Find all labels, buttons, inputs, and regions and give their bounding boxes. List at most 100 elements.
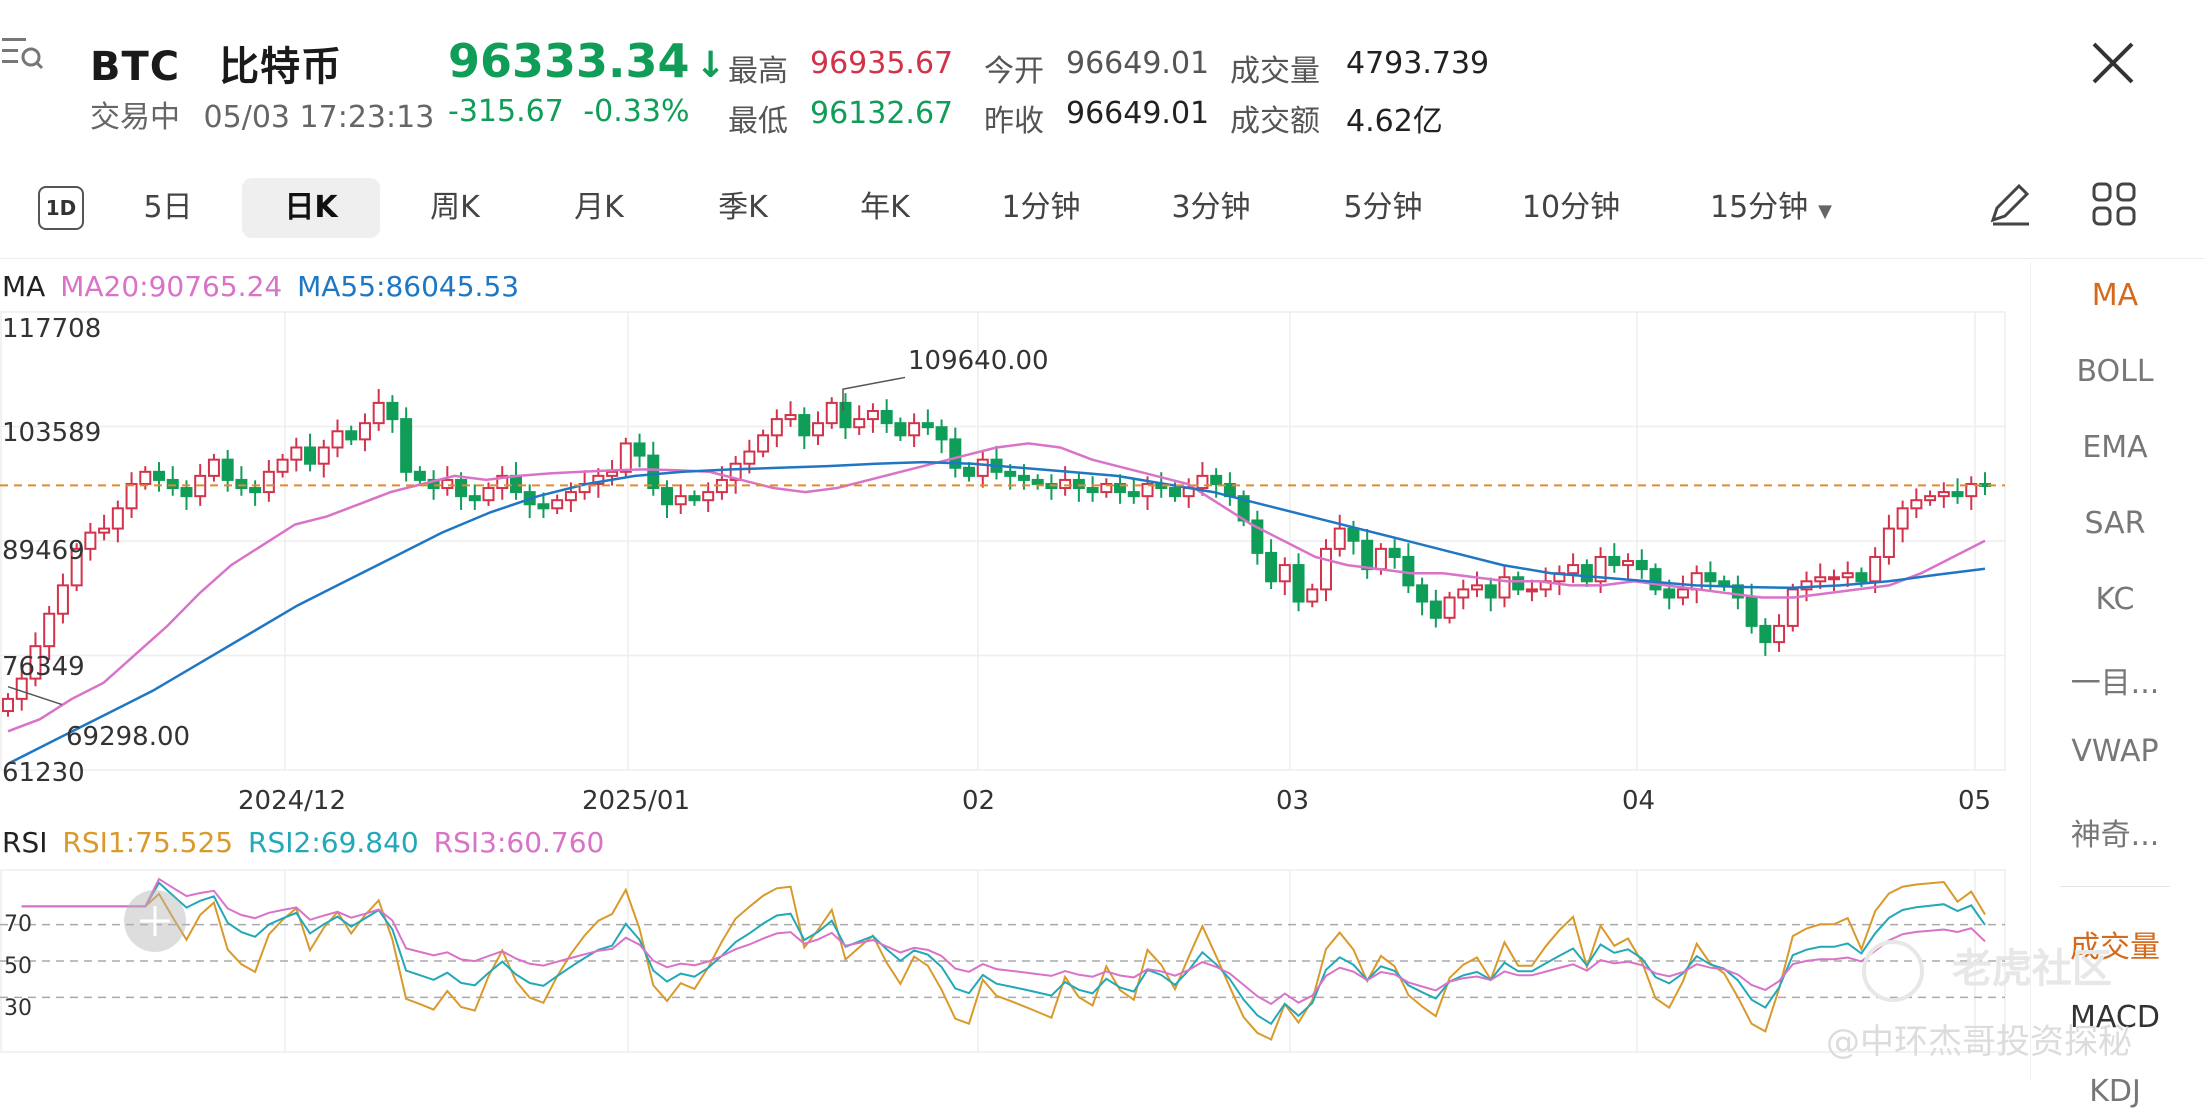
candle-body: [798, 414, 811, 437]
sub-indicator-macd[interactable]: MACD: [2070, 1000, 2160, 1035]
candle-body: [935, 426, 948, 441]
arrow-down-icon: ↓: [695, 45, 726, 86]
watermark-logo-icon: [1862, 940, 1924, 1002]
indicator-vwap[interactable]: VWAP: [2071, 734, 2159, 769]
caret-down-icon: ▼: [1818, 201, 1833, 222]
candle-body: [1017, 474, 1030, 481]
candle-body: [1869, 555, 1882, 583]
candle-body: [894, 422, 907, 437]
candle-body: [674, 495, 687, 506]
candle-body: [812, 422, 825, 437]
tab-monthly-k[interactable]: 月K: [574, 190, 624, 225]
tab-weekly-k[interactable]: 周K: [430, 190, 480, 225]
candle-body: [1429, 600, 1442, 619]
indicator-ema[interactable]: EMA: [2082, 430, 2148, 465]
turnover-value: 4.62亿: [1346, 104, 1443, 139]
candle-body: [1443, 596, 1456, 619]
open-value: 96649.01: [1066, 46, 1210, 81]
tab-10min[interactable]: 10分钟: [1521, 190, 1621, 225]
candle-body: [1416, 584, 1429, 603]
draw-pencil-icon[interactable]: [1985, 180, 2033, 228]
change-pct: -0.33%: [583, 94, 690, 129]
tab-yearly-k[interactable]: 年K: [860, 190, 910, 225]
rsi2-legend: RSI2:69.840: [248, 826, 419, 859]
tab-daily-k[interactable]: 日K: [242, 178, 380, 238]
tab-quarterly-k[interactable]: 季K: [718, 190, 768, 225]
open-label: 今开: [984, 54, 1044, 89]
low-label: 最低: [728, 104, 788, 139]
tab-15min[interactable]: 15分钟 ▼: [1709, 190, 1833, 225]
candle-body: [1841, 572, 1854, 579]
indicator-ma[interactable]: MA: [2091, 278, 2139, 313]
close-icon[interactable]: [2090, 40, 2136, 86]
candle-body: [1663, 588, 1676, 599]
candle-body: [413, 470, 426, 481]
candle-body: [29, 645, 42, 680]
y-label-2: 103589: [2, 418, 102, 448]
candle-body: [1361, 539, 1374, 571]
y-label-5: 61230: [2, 758, 85, 788]
sub-indicator-kdj[interactable]: KDJ: [2089, 1074, 2141, 1109]
indicator-magic[interactable]: 神奇...: [2070, 818, 2160, 853]
tab-5day[interactable]: 5日: [143, 190, 193, 225]
candle-body: [262, 470, 275, 494]
tab-1d[interactable]: 1D: [38, 186, 84, 230]
grid-layout-icon[interactable]: [2090, 180, 2138, 228]
candle-body: [537, 503, 550, 510]
candle-body: [386, 401, 399, 421]
y-label-4: 76349: [2, 652, 85, 682]
candle-body: [1059, 478, 1072, 490]
rsi-chart[interactable]: [0, 868, 2015, 1054]
candle-body: [207, 458, 220, 477]
candle-body: [2, 697, 14, 713]
candle-body: [1924, 495, 1937, 502]
tab-1min[interactable]: 1分钟: [1001, 190, 1081, 225]
rsi-label-70: 70: [4, 912, 32, 937]
turnover-label: 成交额: [1230, 104, 1320, 139]
candle-body: [496, 474, 509, 490]
indicator-kc[interactable]: KC: [2095, 582, 2135, 617]
tab-5min[interactable]: 5分钟: [1343, 190, 1423, 225]
candle-body: [1100, 482, 1113, 494]
current-price: 96333.34 ↓: [448, 34, 726, 88]
candle-body: [1498, 576, 1511, 599]
candle-body: [743, 450, 756, 465]
rsi-legend[interactable]: RSI RSI1:75.525 RSI2:69.840 RSI3:60.760: [2, 826, 604, 859]
trading-status-line: 交易中 05/03 17:23:13: [90, 92, 434, 136]
crosshair-plus-button[interactable]: [124, 890, 186, 952]
ma-legend[interactable]: MA MA20:90765.24 MA55:86045.53: [2, 270, 519, 303]
indicator-boll[interactable]: BOLL: [2076, 354, 2154, 389]
symbol-name: 比特币: [219, 44, 343, 90]
tab-3min[interactable]: 3分钟: [1171, 190, 1251, 225]
candle-body: [43, 612, 56, 648]
candle-body: [1635, 560, 1648, 571]
candle-body: [729, 462, 742, 481]
candle-body: [153, 470, 166, 481]
sub-indicator-volume[interactable]: 成交量: [2070, 930, 2160, 965]
candle-body: [249, 487, 262, 494]
candle-body: [1031, 478, 1044, 485]
candle-body: [276, 458, 289, 473]
menu-icon[interactable]: [0, 30, 44, 74]
y-label-1: 117708: [2, 314, 102, 344]
tab-divider: [0, 258, 2205, 259]
candle-body: [908, 422, 921, 437]
rsi2-line: [21, 881, 1986, 1026]
candle-body: [702, 491, 715, 502]
candle-body: [1580, 564, 1593, 583]
candle-body: [1910, 499, 1923, 510]
candle-body: [180, 487, 193, 498]
candlestick-chart[interactable]: [0, 310, 2015, 780]
candle-body: [606, 470, 619, 477]
x-label-dec: 2024/12: [238, 786, 347, 816]
indicator-sar[interactable]: SAR: [2084, 506, 2146, 541]
candle-body: [1786, 588, 1799, 627]
candle-body: [551, 499, 564, 510]
candle-body: [372, 401, 385, 425]
volume-label: 成交量: [1230, 54, 1320, 89]
candle-body: [358, 422, 371, 441]
indicator-ichimoku[interactable]: 一目...: [2070, 666, 2160, 701]
candle-body: [1690, 572, 1703, 591]
ma20-legend: MA20:90765.24: [60, 270, 283, 303]
ma20-line: [7, 442, 1986, 733]
